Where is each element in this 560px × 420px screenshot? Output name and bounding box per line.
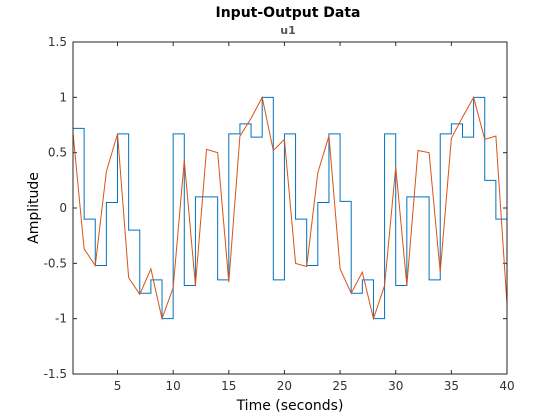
y-tick-label: 0.5	[48, 146, 67, 160]
x-axis-label: Time (seconds)	[236, 398, 344, 414]
y-tick-label: -1.5	[44, 367, 67, 381]
y-tick-label: 0	[59, 201, 67, 215]
chart-subtitle: u1	[280, 24, 296, 37]
y-axis-label: Amplitude	[26, 172, 42, 244]
y-tick-label: -1	[55, 312, 67, 326]
y-tick-label: 1	[59, 90, 67, 104]
x-tick-label: 5	[114, 379, 122, 393]
x-tick-label: 10	[166, 379, 181, 393]
x-tick-label: 25	[332, 379, 347, 393]
plot-box	[72, 41, 508, 375]
y-tick-label: -0.5	[44, 256, 67, 270]
y-tick-label: 1.5	[48, 35, 67, 49]
series-line-2	[72, 95, 508, 321]
x-tick-label: 40	[499, 379, 514, 393]
chart-title: Input-Output Data	[216, 5, 361, 21]
x-tick-label: 15	[221, 379, 236, 393]
x-tick-label: 20	[277, 379, 292, 393]
x-tick-label: 30	[388, 379, 403, 393]
x-tick-label: 35	[444, 379, 459, 393]
series-line-1	[73, 96, 508, 320]
